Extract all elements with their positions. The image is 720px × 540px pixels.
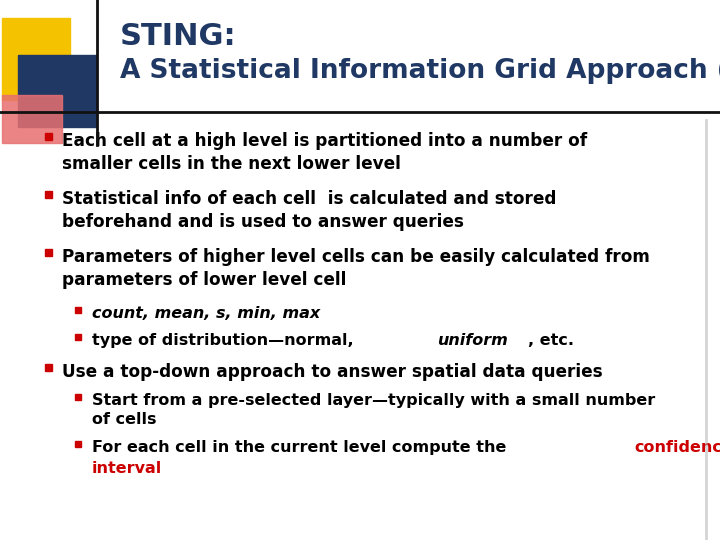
Text: For each cell in the current level compute the: For each cell in the current level compu… [92,440,512,455]
Text: Each cell at a high level is partitioned into a number of
smaller cells in the n: Each cell at a high level is partitioned… [62,132,587,173]
Bar [45,363,52,370]
Bar [75,394,81,400]
Text: Use a top-down approach to answer spatial data queries: Use a top-down approach to answer spatia… [62,363,603,381]
Bar [75,334,81,340]
Text: confidence: confidence [634,440,720,455]
Text: STING:: STING: [120,22,237,51]
Text: Start from a pre-selected layer—typically with a small number
of cells: Start from a pre-selected layer—typicall… [92,393,655,427]
Text: Parameters of higher level cells can be easily calculated from
parameters of low: Parameters of higher level cells can be … [62,248,650,289]
Bar [2,18,70,100]
Bar [18,55,96,127]
Bar [2,95,62,143]
Bar [45,191,52,198]
Bar [45,132,52,139]
Bar [45,248,52,255]
Text: Statistical info of each cell  is calculated and stored
beforehand and is used t: Statistical info of each cell is calcula… [62,190,557,231]
Text: uniform: uniform [437,333,508,348]
Text: A Statistical Information Grid Approach (2): A Statistical Information Grid Approach … [120,58,720,84]
Text: type of distribution—normal,: type of distribution—normal, [92,333,359,348]
Text: interval: interval [92,461,162,476]
Bar [75,307,81,313]
Text: , etc.: , etc. [528,333,574,348]
Bar [75,441,81,447]
Text: count, mean, s, min, max: count, mean, s, min, max [92,306,320,321]
